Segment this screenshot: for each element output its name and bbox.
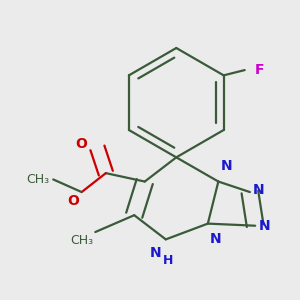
Text: F: F (255, 63, 265, 77)
Text: CH₃: CH₃ (26, 173, 49, 186)
Text: N: N (220, 159, 232, 173)
Text: O: O (75, 137, 87, 151)
Text: N: N (150, 246, 162, 260)
Text: O: O (68, 194, 80, 208)
Text: N: N (210, 232, 222, 246)
Text: CH₃: CH₃ (70, 234, 93, 247)
Text: N: N (258, 219, 270, 233)
Text: N: N (253, 183, 265, 197)
Text: H: H (163, 254, 173, 267)
